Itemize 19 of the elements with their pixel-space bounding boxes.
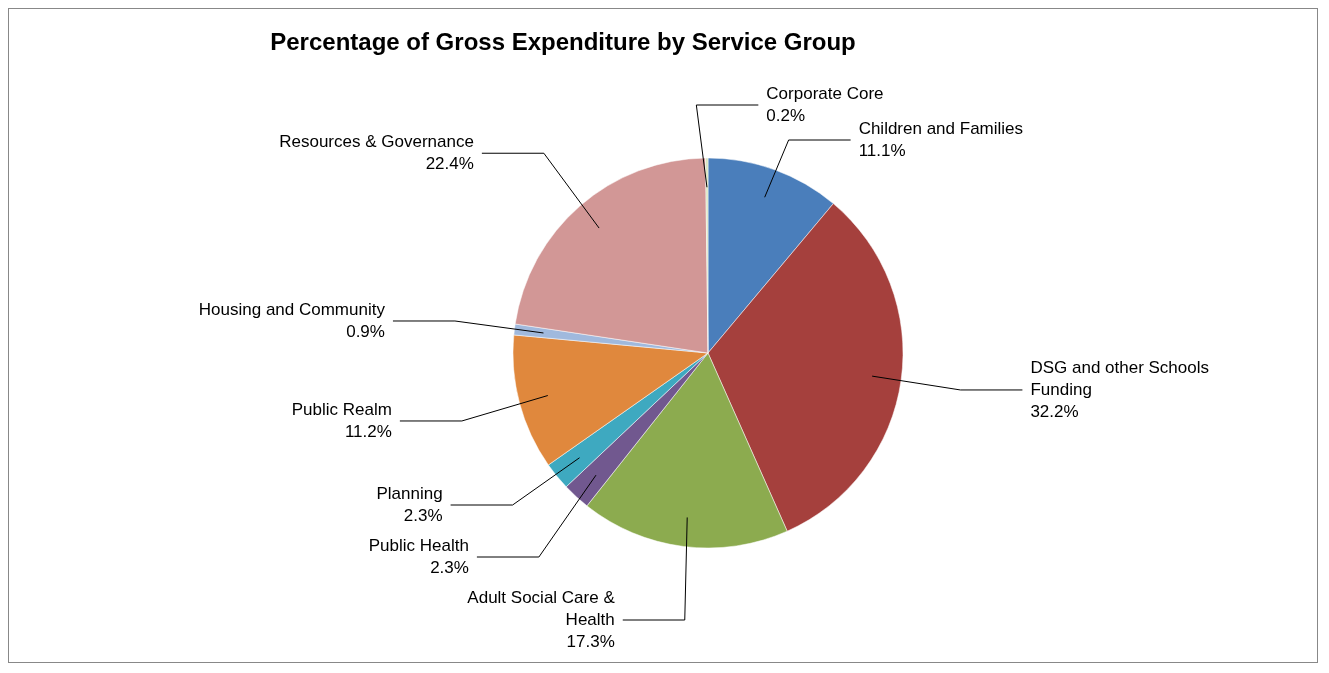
data-label: 2.3%: [430, 558, 469, 577]
data-label: 11.1%: [858, 141, 906, 161]
slice-label: Children and Families: [858, 119, 1024, 139]
slice-label: Adult Social Care & Health: [467, 588, 616, 629]
data-label: 32.2%: [1030, 401, 1079, 421]
slice-label: Resources & Governance: [279, 132, 474, 152]
slice-label: Planning: [376, 484, 443, 503]
data-label: 0.9%: [346, 321, 385, 341]
data-label: 2.3%: [403, 506, 443, 525]
data-label: 11.2%: [344, 421, 392, 441]
slice-label: DSG and other Schools Funding: [1030, 357, 1210, 399]
data-label: 22.4%: [425, 154, 474, 174]
slice-label: Corporate Core: [766, 84, 884, 103]
chart-title: Percentage of Gross Expenditure by Service Group: [270, 28, 856, 55]
data-label: 17.3%: [566, 632, 615, 651]
data-label: 0.2%: [766, 106, 806, 125]
slice-label: Housing and Community: [198, 299, 386, 319]
slice-label: Public Health: [368, 536, 469, 555]
slice-label: Public Realm: [291, 399, 392, 419]
